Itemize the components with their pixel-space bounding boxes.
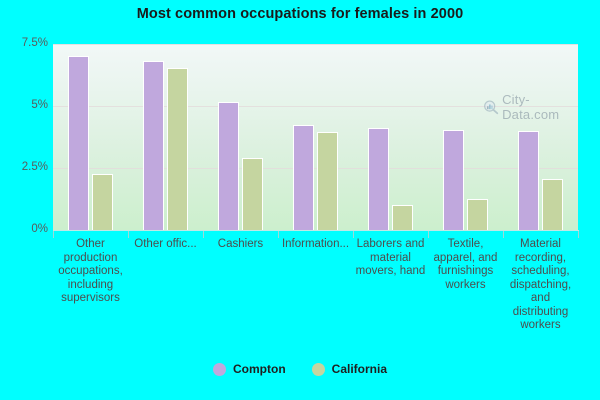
- bar-compton[interactable]: [218, 102, 239, 230]
- bar-group: [53, 44, 128, 230]
- x-axis-category-label: Material recording, scheduling, dispatch…: [509, 238, 572, 331]
- bar-compton[interactable]: [368, 128, 389, 230]
- y-axis: 0% 2.5% 5% 7.5%: [0, 37, 48, 235]
- x-axis: Other production occupations, including …: [53, 231, 579, 361]
- bar-group: [128, 44, 203, 230]
- y-axis-tick-label: 0%: [31, 223, 48, 235]
- x-axis-category-label: Information...: [281, 238, 350, 250]
- x-axis-tick: [503, 231, 504, 238]
- legend-swatch-circle-icon: [213, 362, 226, 376]
- x-axis-tick: [353, 231, 354, 238]
- legend-swatch-circle-icon: [311, 362, 325, 376]
- gridline: [53, 168, 578, 169]
- legend-item-compton[interactable]: Compton: [213, 362, 286, 376]
- x-axis-category-label: Cashiers: [217, 238, 264, 250]
- bar-california[interactable]: [467, 199, 488, 230]
- x-axis-tick: [128, 231, 129, 238]
- chart-title: Most common occupations for females in 2…: [136, 6, 464, 22]
- bar-group: [278, 44, 353, 230]
- bar-california[interactable]: [542, 179, 563, 230]
- x-axis-tick: [578, 231, 579, 238]
- x-axis-tick: [278, 231, 279, 238]
- legend-label: California: [331, 362, 387, 376]
- bar-group: [428, 44, 503, 230]
- bar-compton[interactable]: [443, 129, 464, 230]
- bar-california[interactable]: [242, 158, 263, 230]
- bar-compton[interactable]: [143, 61, 164, 230]
- gridline: [53, 44, 578, 45]
- y-axis-tick-label: 7.5%: [21, 37, 48, 49]
- plot-area: City-Data.com: [53, 44, 578, 230]
- bar-compton[interactable]: [68, 56, 89, 230]
- bar-california[interactable]: [167, 67, 188, 230]
- x-axis-tick: [203, 231, 204, 238]
- bar-california[interactable]: [92, 174, 113, 230]
- watermark-text: City-Data.com: [502, 92, 560, 122]
- legend-item-california[interactable]: California: [311, 362, 387, 376]
- bar-compton[interactable]: [293, 124, 314, 230]
- y-axis-tick-label: 5%: [31, 99, 48, 111]
- y-axis-tick-label: 2.5%: [21, 161, 48, 173]
- x-axis-category-label: Other production occupations, including …: [58, 238, 123, 304]
- legend-label: Compton: [233, 362, 286, 376]
- bar-california[interactable]: [317, 132, 338, 230]
- bar-group: [353, 44, 428, 230]
- x-axis-category-label: Other offic...: [134, 238, 197, 250]
- gridline: [53, 106, 578, 107]
- x-axis-category-label: Textile, apparel, and furnishings worker…: [433, 238, 498, 291]
- bar-group: [203, 44, 278, 230]
- chart-legend: Compton California: [0, 362, 600, 376]
- bar-group: [503, 44, 578, 230]
- x-axis-tick: [53, 231, 54, 238]
- x-axis-line: [53, 230, 579, 231]
- city-data-watermark: City-Data.com: [483, 92, 578, 122]
- bar-california[interactable]: [392, 205, 413, 230]
- x-axis-category-label: Laborers and material movers, hand: [355, 238, 426, 277]
- x-axis-tick: [428, 231, 429, 238]
- magnifier-bar-chart-icon: [484, 100, 499, 115]
- bar-compton[interactable]: [518, 130, 539, 230]
